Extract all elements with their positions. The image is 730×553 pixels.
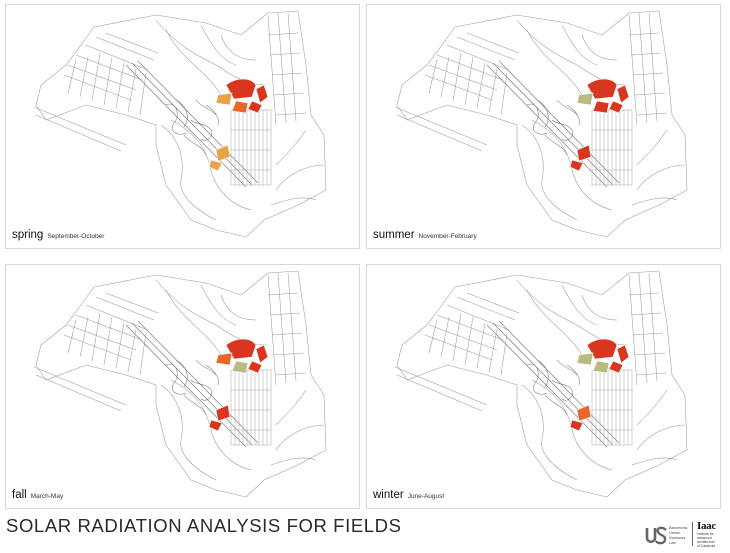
field-cell-lines [247, 360, 263, 374]
fall-fields [208, 338, 269, 432]
field-patch [215, 144, 231, 162]
iaac-logo-text: Institute for advanced architecture of C… [697, 532, 729, 548]
winter-label: winter June-August [373, 485, 444, 503]
usl-line: Urban [669, 530, 680, 535]
field-cell-lines [225, 338, 257, 360]
iaac-line: of Catalonia [697, 544, 716, 548]
fall-panel: fall March-May [5, 264, 360, 509]
spring-months: September-October [47, 233, 105, 240]
field-cell-lines [247, 100, 263, 114]
field-cell-lines [586, 78, 618, 100]
spring-panel: spring September-October [5, 4, 360, 249]
logo-divider [692, 522, 693, 546]
iaac-line: Institute for [697, 532, 714, 536]
field-cell-lines [576, 352, 594, 366]
page-title: SOLAR RADIATION ANALYSIS FOR FIELDS [6, 515, 402, 536]
winter-months: June-August [407, 493, 445, 500]
field-cell-lines [231, 360, 249, 374]
spring-label: spring September-October [12, 225, 104, 243]
urban-sciences-lab-logo: Barcelona Urban Sciences Lab [644, 522, 690, 548]
field-cell-lines [255, 84, 269, 104]
usl-logo-text: Barcelona Urban Sciences Lab [669, 525, 691, 545]
spring-map [33, 10, 327, 238]
summer-map [394, 10, 688, 238]
fall-season: fall [12, 489, 27, 501]
field-patch [616, 84, 630, 104]
usl-logo-mark-icon [645, 526, 667, 545]
field-patch [255, 344, 269, 364]
field-cell-lines [592, 360, 610, 374]
field-patch [576, 144, 592, 162]
field-cell-lines [576, 92, 594, 106]
field-cell-lines [569, 159, 584, 172]
winter-panel: winter June-August [366, 264, 721, 509]
field-patch [616, 344, 630, 364]
winter-fields [569, 338, 630, 432]
field-cell-lines [576, 404, 592, 422]
spring-season: spring [12, 229, 44, 241]
spring-fields [208, 78, 269, 172]
field-cell-lines [225, 78, 257, 100]
summer-label: summer November-February [373, 225, 477, 243]
field-cell-lines [215, 92, 233, 106]
field-cell-lines [215, 144, 231, 162]
fall-map [33, 270, 327, 498]
field-cell-lines [255, 344, 269, 364]
usl-line: Lab [669, 540, 676, 545]
field-cell-lines [569, 419, 584, 432]
iaac-line: architecture [697, 540, 715, 544]
summer-fields [569, 78, 630, 172]
iaac-logo-mark: Iaac [697, 520, 716, 532]
field-patch [255, 84, 269, 104]
field-cell-lines [586, 338, 618, 360]
field-cell-lines [592, 100, 610, 114]
summer-months: November-February [418, 233, 477, 240]
field-patch [215, 404, 231, 422]
field-cell-lines [215, 404, 231, 422]
summer-panel: summer November-February [366, 4, 721, 249]
field-cell-lines [231, 100, 249, 114]
iaac-line: advanced [697, 536, 712, 540]
field-cell-lines [208, 159, 223, 172]
winter-season: winter [373, 489, 404, 501]
field-cell-lines [608, 100, 624, 114]
field-cell-lines [208, 419, 223, 432]
usl-line: Sciences [669, 535, 686, 540]
usl-line: Barcelona [669, 525, 688, 530]
field-patch [576, 404, 592, 422]
fall-label: fall March-May [12, 485, 63, 503]
field-cell-lines [608, 360, 624, 374]
summer-season: summer [373, 229, 415, 241]
iaac-logo: Iaac Institute for advanced architecture… [697, 520, 729, 548]
fall-months: March-May [30, 493, 64, 500]
field-cell-lines [576, 144, 592, 162]
field-cell-lines [616, 344, 630, 364]
field-cell-lines [616, 84, 630, 104]
winter-map [394, 270, 688, 498]
field-cell-lines [215, 352, 233, 366]
